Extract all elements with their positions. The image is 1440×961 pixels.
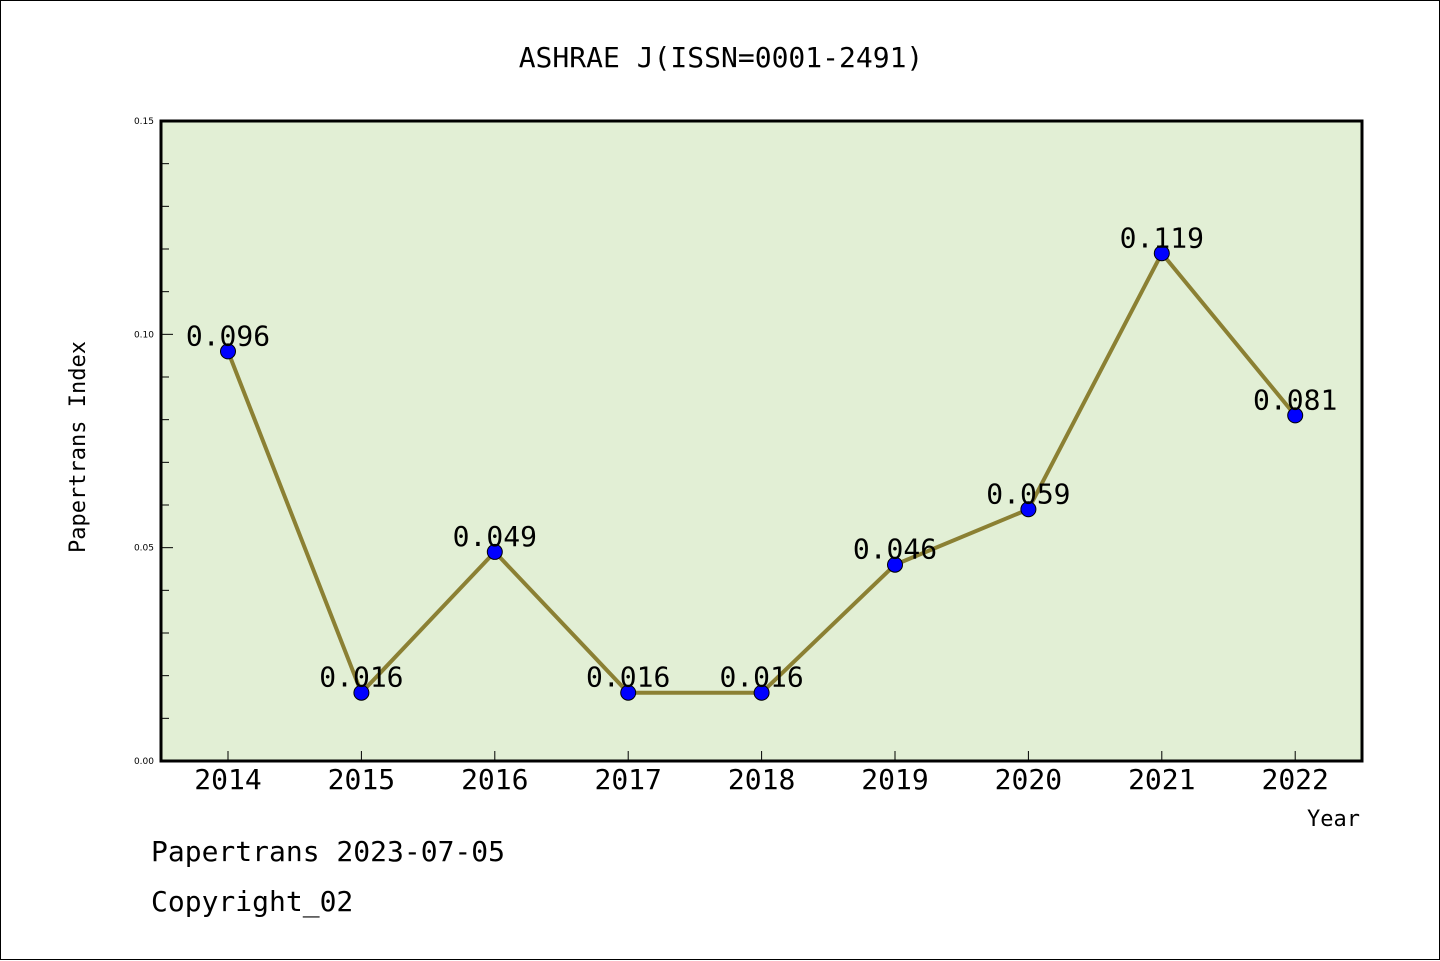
- data-point: [1020, 501, 1037, 518]
- data-label: 0.016: [719, 661, 803, 694]
- chart-title: ASHRAE J(ISSN=0001-2491): [519, 41, 924, 74]
- x-tick-label: 2019: [861, 763, 928, 796]
- y-axis-label: Papertrans Index: [66, 341, 91, 553]
- x-tick-label: 2014: [194, 763, 261, 796]
- data-point: [620, 684, 637, 701]
- y-tick-label: 0.10: [134, 330, 154, 340]
- x-axis: 2014 2015 2016 2017 2018 2019 2020 2021 2022: [194, 751, 1329, 796]
- x-tick-label: 2020: [995, 763, 1062, 796]
- x-axis-label: Year: [1307, 807, 1360, 832]
- footer-copyright: Copyright_02: [151, 885, 354, 918]
- data-point: [353, 684, 370, 701]
- data-point: [1287, 407, 1304, 424]
- data-point: [486, 543, 503, 560]
- plot-area: [159, 119, 1364, 763]
- data-label: 0.096: [186, 319, 270, 352]
- data-label: 0.049: [453, 520, 537, 553]
- data-label: 0.081: [1253, 383, 1337, 416]
- data-label: 0.016: [319, 661, 403, 694]
- x-tick-label: 2016: [461, 763, 528, 796]
- data-point: [887, 556, 903, 573]
- data-label: 0.016: [586, 661, 670, 694]
- y-tick-label: 0.05: [134, 544, 154, 554]
- data-point: [1153, 245, 1170, 262]
- x-tick-label: 2021: [1128, 763, 1195, 796]
- x-tick-label: 2017: [594, 763, 661, 796]
- x-tick-label: 2018: [728, 763, 795, 796]
- y-tick-label: 0.00: [134, 757, 154, 767]
- series-group: 0.096 0.016 0.049 0.016 0.016 0.046 0.059 0.119…: [186, 221, 1337, 701]
- x-tick-label: 2022: [1261, 763, 1328, 796]
- y-axis: 0.00 0.05 0.10 0.15: [134, 117, 173, 767]
- data-point: [220, 343, 236, 360]
- data-label: 0.119: [1120, 221, 1204, 254]
- footer-date: Papertrans 2023-07-05: [151, 835, 506, 868]
- y-tick-label: 0.15: [134, 117, 154, 127]
- data-label: 0.046: [853, 533, 937, 566]
- x-tick-label: 2015: [328, 763, 395, 796]
- data-label: 0.059: [986, 477, 1070, 510]
- data-point: [753, 684, 770, 701]
